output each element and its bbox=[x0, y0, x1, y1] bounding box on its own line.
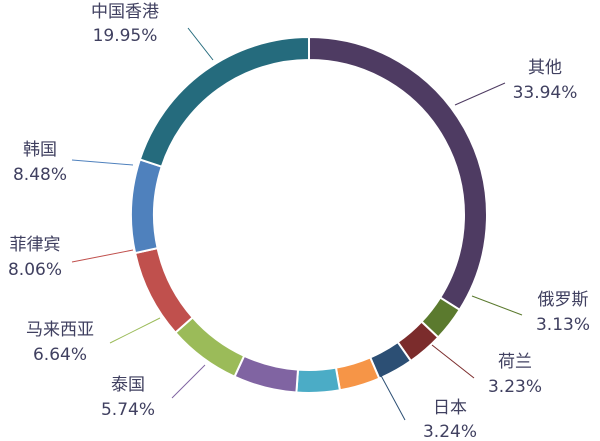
slice-label: 马来西亚 bbox=[26, 320, 94, 340]
leader-line bbox=[431, 344, 475, 379]
leader-line bbox=[109, 317, 161, 344]
slice-label: 菲律宾 bbox=[10, 235, 61, 255]
leader-line bbox=[171, 364, 206, 399]
slice-label: 中国香港 bbox=[91, 2, 159, 22]
donut-segment bbox=[334, 356, 381, 392]
donut-segment bbox=[138, 35, 310, 168]
slice-value: 3.23% bbox=[488, 377, 542, 397]
slice-value: 3.24% bbox=[423, 422, 477, 441]
leader-line bbox=[71, 249, 134, 263]
donut-segment bbox=[233, 354, 300, 394]
slice-label: 泰国 bbox=[111, 375, 145, 395]
leader-line bbox=[71, 159, 134, 166]
donut-segment bbox=[130, 158, 163, 255]
leader-line bbox=[454, 82, 506, 106]
slice-label: 其他 bbox=[528, 58, 562, 78]
slice-label: 荷兰 bbox=[498, 352, 532, 372]
slice-label: 日本 bbox=[433, 398, 467, 418]
slice-value: 33.94% bbox=[513, 83, 578, 103]
slice-value: 19.95% bbox=[93, 26, 158, 46]
slice-label: 韩国 bbox=[23, 140, 57, 160]
leader-line bbox=[187, 27, 214, 61]
donut-segment bbox=[173, 316, 246, 378]
slice-value: 5.74% bbox=[101, 400, 155, 420]
slice-value: 3.13% bbox=[536, 315, 590, 335]
donut-segment bbox=[133, 246, 195, 335]
slice-value: 8.06% bbox=[8, 260, 62, 280]
slice-value: 8.48% bbox=[13, 165, 67, 185]
donut-segment bbox=[295, 366, 342, 394]
donut-segment bbox=[308, 35, 488, 312]
leader-line bbox=[377, 369, 406, 421]
slice-label: 俄罗斯 bbox=[538, 290, 589, 310]
slice-value: 6.64% bbox=[33, 345, 87, 365]
leader-line bbox=[471, 295, 523, 316]
